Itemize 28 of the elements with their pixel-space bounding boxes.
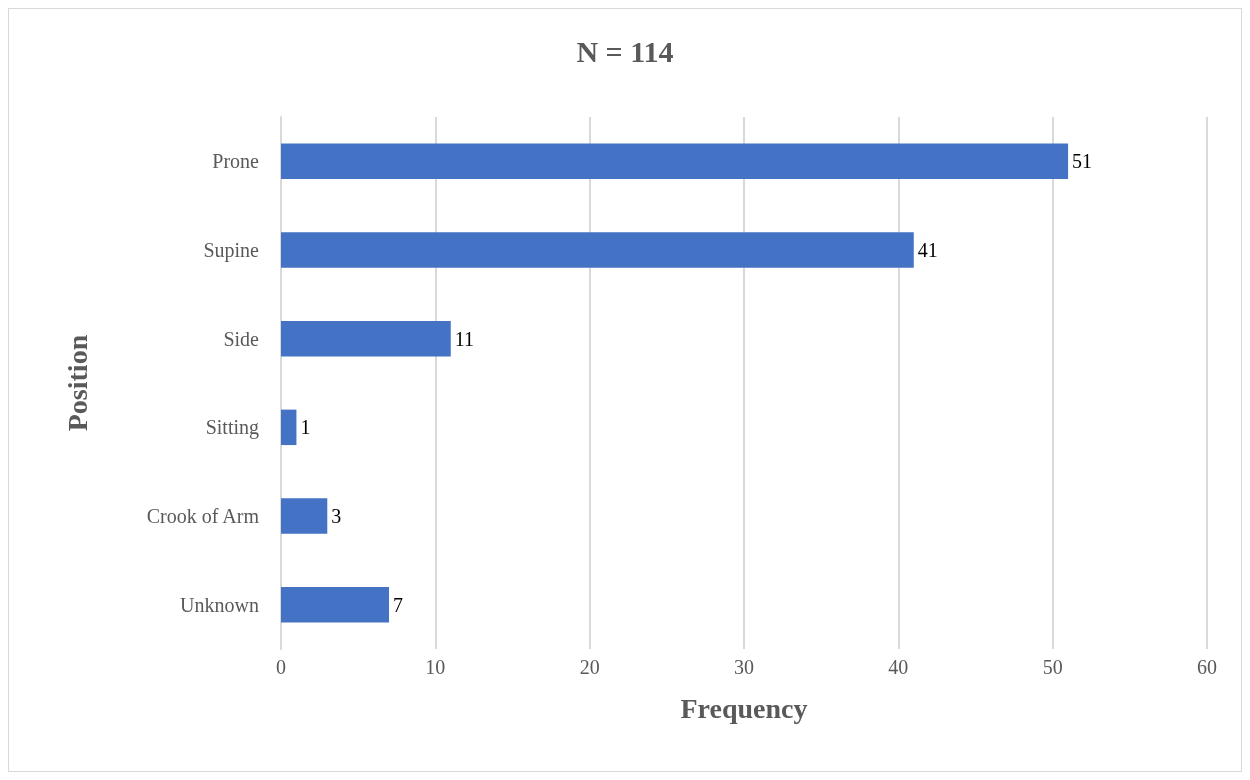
data-label: 3 — [331, 505, 342, 527]
bar — [281, 586, 390, 623]
y-tick-label: Sitting — [205, 416, 259, 440]
bar — [281, 498, 328, 534]
x-tick-label: 30 — [734, 656, 754, 678]
x-tick-label: 10 — [425, 656, 446, 678]
x-tick-label: 0 — [276, 656, 286, 678]
y-tick-label: Prone — [212, 150, 260, 173]
y-axis-title: Position — [61, 334, 93, 432]
x-tick-label: 20 — [579, 656, 600, 678]
x-axis-title: Frequency — [680, 692, 808, 724]
bar — [281, 409, 297, 446]
x-tick-label: 50 — [1042, 656, 1063, 678]
bar — [281, 143, 1069, 180]
data-label: 51 — [1072, 150, 1093, 173]
data-label: 11 — [454, 327, 475, 350]
data-label: 7 — [393, 593, 404, 616]
data-label: 41 — [917, 239, 938, 261]
bar — [281, 320, 451, 357]
x-tick-label: 60 — [1197, 656, 1217, 678]
y-tick-label: Supine — [203, 239, 260, 262]
y-tick-label: Unknown — [180, 593, 259, 616]
chart-title: N = 114 — [576, 34, 674, 68]
y-tick-label: Side — [223, 327, 260, 350]
data-label: 1 — [300, 416, 311, 439]
bar — [281, 232, 914, 268]
y-tick-label: Crook of Arm — [146, 505, 260, 527]
x-tick-label: 40 — [888, 656, 909, 678]
